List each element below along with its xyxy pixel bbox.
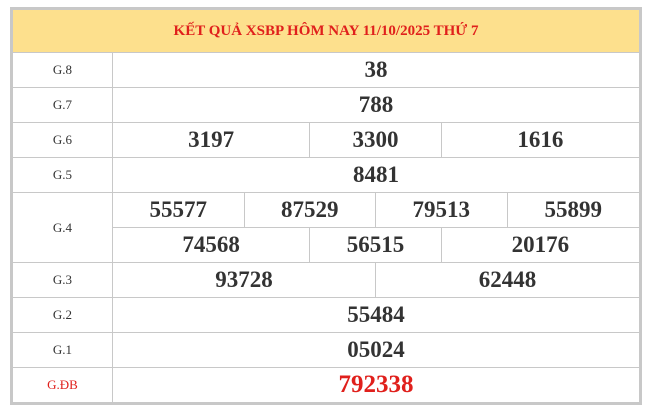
- label-g4: G.4: [13, 193, 113, 263]
- prize-g8-value: 38: [113, 53, 639, 88]
- label-special: G.ĐB: [13, 368, 113, 402]
- label-g6: G.6: [13, 123, 113, 158]
- prize-g3-value: 93728: [113, 263, 376, 298]
- label-g8: G.8: [13, 53, 113, 88]
- label-g5: G.5: [13, 158, 113, 193]
- prize-g4-value: 55577: [113, 193, 245, 228]
- results-table: KẾT QUẢ XSBP HÔM NAY 11/10/2025 THỨ 7 G.…: [10, 7, 642, 405]
- table-title: KẾT QUẢ XSBP HÔM NAY 11/10/2025 THỨ 7: [13, 10, 639, 53]
- prize-g4-value: 20176: [441, 228, 639, 263]
- prize-g3-value: 62448: [376, 263, 639, 298]
- label-g3: G.3: [13, 263, 113, 298]
- prize-g2-value: 55484: [113, 298, 639, 333]
- prize-g5-value: 8481: [113, 158, 639, 193]
- prize-g7-value: 788: [113, 88, 639, 123]
- prize-g4-value: 56515: [310, 228, 442, 263]
- prize-g4-value: 79513: [376, 193, 508, 228]
- prize-g1-value: 05024: [113, 333, 639, 368]
- label-g2: G.2: [13, 298, 113, 333]
- prize-g4-value: 55899: [507, 193, 639, 228]
- label-g1: G.1: [13, 333, 113, 368]
- prize-g4-value: 74568: [113, 228, 311, 263]
- prize-g6-value: 3197: [113, 123, 311, 158]
- label-g7: G.7: [13, 88, 113, 123]
- prize-special-value: 792338: [338, 371, 414, 398]
- prize-g6-value: 1616: [441, 123, 639, 158]
- prize-g6-value: 3300: [310, 123, 442, 158]
- prize-g4-value: 87529: [244, 193, 376, 228]
